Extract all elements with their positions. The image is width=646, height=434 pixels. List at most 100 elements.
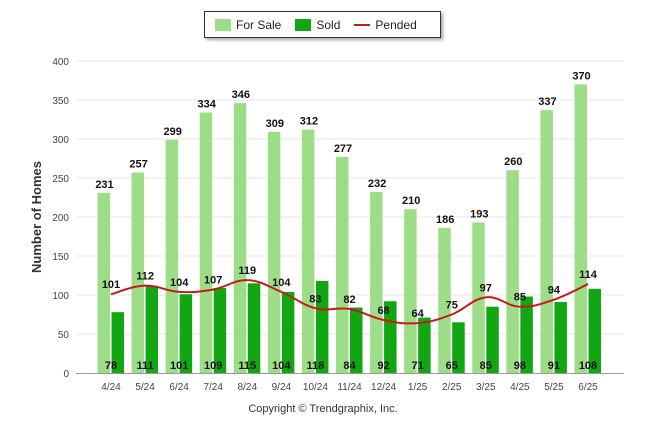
data-label-sold: 98 bbox=[514, 360, 526, 372]
sold-swatch bbox=[295, 18, 312, 31]
bar-sold bbox=[145, 286, 159, 373]
data-label-sold: 91 bbox=[548, 360, 560, 372]
data-label-pended: 75 bbox=[446, 300, 458, 312]
bar-for-sale bbox=[267, 131, 281, 373]
for-sale-swatch bbox=[215, 18, 231, 31]
data-label-for-sale: 186 bbox=[436, 214, 454, 226]
bar-sold bbox=[350, 307, 363, 373]
data-label-pended: 97 bbox=[480, 282, 492, 294]
data-label-sold: 85 bbox=[480, 360, 492, 372]
data-label-sold: 101 bbox=[170, 360, 188, 372]
data-label-pended: 94 bbox=[548, 285, 561, 297]
x-tick-label: 11/24 bbox=[337, 382, 362, 393]
pended-line-series bbox=[110, 279, 589, 325]
x-tick-label: 9/24 bbox=[272, 382, 292, 393]
data-label-sold: 118 bbox=[307, 360, 325, 372]
x-tick-label: 7/24 bbox=[203, 382, 223, 393]
x-tick-label: 3/25 bbox=[476, 382, 496, 393]
bar-for-sale bbox=[472, 222, 485, 373]
x-tick-label: 4/25 bbox=[510, 382, 530, 393]
data-label-for-sale: 210 bbox=[402, 195, 420, 207]
data-labels: 231 78 257 111 299 101 334 109 346 115 309 104 312 11… bbox=[95, 70, 597, 372]
bar-sold bbox=[452, 322, 465, 373]
x-tick-label: 10/24 bbox=[303, 382, 328, 393]
data-label-sold: 78 bbox=[105, 360, 117, 372]
data-label-for-sale: 309 bbox=[266, 118, 284, 130]
bar-sold bbox=[418, 317, 431, 373]
bar-for-sale bbox=[301, 129, 315, 373]
bar-sold bbox=[520, 296, 533, 373]
bar-for-sale bbox=[506, 170, 519, 373]
data-label-for-sale: 312 bbox=[300, 116, 318, 128]
bar-sold bbox=[486, 306, 499, 373]
y-axis-ticks: 0 50 100 150 200 250 300 350 400 bbox=[52, 57, 69, 380]
bar-series bbox=[97, 84, 601, 374]
x-tick-label: 5/24 bbox=[135, 382, 155, 393]
copyright-text: Copyright © Trendgraphix, Inc. bbox=[248, 403, 398, 415]
data-label-for-sale: 334 bbox=[198, 98, 217, 110]
legend-label-for-sale: For Sale bbox=[236, 17, 282, 32]
data-label-pended: 82 bbox=[343, 294, 355, 306]
bar-for-sale bbox=[404, 209, 417, 373]
data-label-pended: 85 bbox=[514, 292, 526, 304]
bar-sold bbox=[179, 294, 193, 373]
x-tick-label: 6/24 bbox=[169, 382, 189, 393]
bar-sold bbox=[111, 312, 124, 373]
y-axis-label: Number of Homes bbox=[29, 161, 44, 273]
y-tick-label: 300 bbox=[52, 135, 69, 146]
legend-item-pended[interactable]: Pended bbox=[354, 17, 417, 32]
legend-label-pended: Pended bbox=[375, 17, 417, 32]
data-label-sold: 108 bbox=[579, 360, 597, 372]
data-label-pended: 107 bbox=[204, 275, 222, 287]
x-tick-label: 6/25 bbox=[578, 382, 598, 393]
data-label-for-sale: 193 bbox=[470, 208, 488, 220]
data-label-for-sale: 232 bbox=[368, 178, 386, 190]
bar-for-sale bbox=[370, 192, 383, 373]
bar-sold bbox=[281, 291, 295, 373]
legend-item-sold[interactable]: Sold bbox=[295, 18, 340, 32]
bar-for-sale bbox=[336, 156, 349, 373]
data-label-pended: 101 bbox=[102, 279, 120, 291]
x-tick-label: 2/25 bbox=[442, 382, 462, 393]
bar-for-sale bbox=[199, 112, 213, 373]
data-label-sold: 111 bbox=[137, 360, 154, 372]
y-tick-label: 0 bbox=[63, 369, 69, 380]
data-label-for-sale: 231 bbox=[95, 179, 113, 191]
x-tick-label: 12/24 bbox=[371, 382, 396, 393]
pended-line bbox=[110, 279, 589, 325]
data-label-for-sale: 346 bbox=[232, 89, 250, 101]
bar-for-sale bbox=[233, 103, 247, 374]
x-tick-label: 5/25 bbox=[544, 382, 564, 393]
data-label-pended: 83 bbox=[309, 293, 321, 305]
bar-sold bbox=[554, 302, 567, 373]
data-label-pended: 104 bbox=[170, 277, 189, 289]
y-tick-label: 350 bbox=[52, 96, 69, 107]
y-tick-label: 400 bbox=[52, 57, 69, 68]
bar-sold bbox=[315, 280, 329, 373]
data-label-sold: 65 bbox=[446, 360, 458, 372]
legend-item-for-sale[interactable]: For Sale bbox=[215, 18, 281, 32]
bar-for-sale bbox=[438, 227, 451, 373]
legend: For Sale Sold Pended bbox=[204, 11, 441, 38]
legend-label-sold: Sold bbox=[316, 17, 341, 32]
x-tick-label: 8/24 bbox=[238, 382, 258, 393]
bar-sold bbox=[247, 283, 261, 373]
data-label-pended: 119 bbox=[238, 265, 256, 277]
y-tick-label: 250 bbox=[52, 174, 69, 185]
x-tick-label: 4/24 bbox=[101, 382, 121, 393]
bar-sold bbox=[213, 287, 227, 373]
data-label-pended: 64 bbox=[412, 308, 425, 320]
data-label-sold: 109 bbox=[204, 360, 222, 372]
bar-sold bbox=[588, 288, 601, 373]
data-label-for-sale: 257 bbox=[129, 159, 147, 171]
y-tick-label: 50 bbox=[58, 330, 70, 341]
bar-sold bbox=[384, 301, 397, 373]
x-tick-label: 1/25 bbox=[408, 382, 428, 393]
bar-for-sale bbox=[97, 192, 110, 373]
y-tick-label: 150 bbox=[52, 252, 69, 263]
y-tick-label: 100 bbox=[52, 291, 69, 302]
x-axis-ticks: 4/24 5/24 6/24 7/24 8/24 9/24 10/24 11/24 12/24 1… bbox=[101, 382, 598, 393]
data-label-for-sale: 260 bbox=[504, 156, 522, 168]
data-label-for-sale: 337 bbox=[538, 96, 556, 108]
